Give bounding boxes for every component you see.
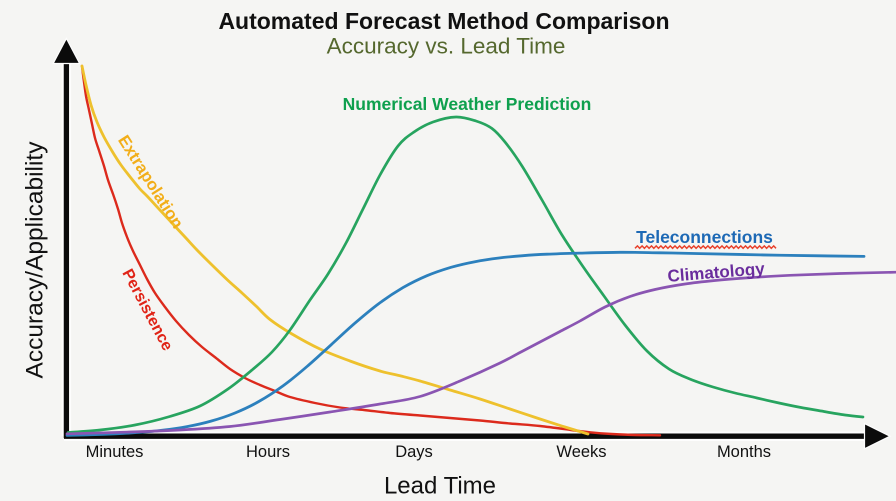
svg-text:Automated Forecast Method Comp: Automated Forecast Method Comparison bbox=[218, 8, 669, 34]
svg-text:Hours: Hours bbox=[246, 443, 290, 461]
svg-text:Minutes: Minutes bbox=[86, 443, 144, 461]
svg-text:Months: Months bbox=[717, 443, 771, 461]
svg-text:Weeks: Weeks bbox=[556, 443, 606, 461]
svg-text:Accuracy vs. Lead Time: Accuracy vs. Lead Time bbox=[327, 34, 566, 59]
svg-text:Teleconnections: Teleconnections bbox=[636, 227, 773, 247]
svg-text:Lead Time: Lead Time bbox=[384, 472, 496, 499]
svg-text:Days: Days bbox=[395, 443, 433, 461]
svg-text:Accuracy/Applicability: Accuracy/Applicability bbox=[22, 141, 49, 379]
svg-text:Numerical Weather Prediction: Numerical Weather Prediction bbox=[343, 94, 592, 114]
